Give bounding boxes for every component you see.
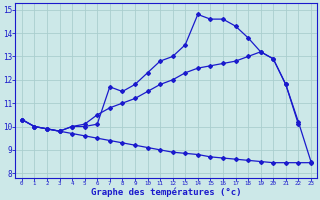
X-axis label: Graphe des températures (°c): Graphe des températures (°c)	[91, 188, 242, 197]
